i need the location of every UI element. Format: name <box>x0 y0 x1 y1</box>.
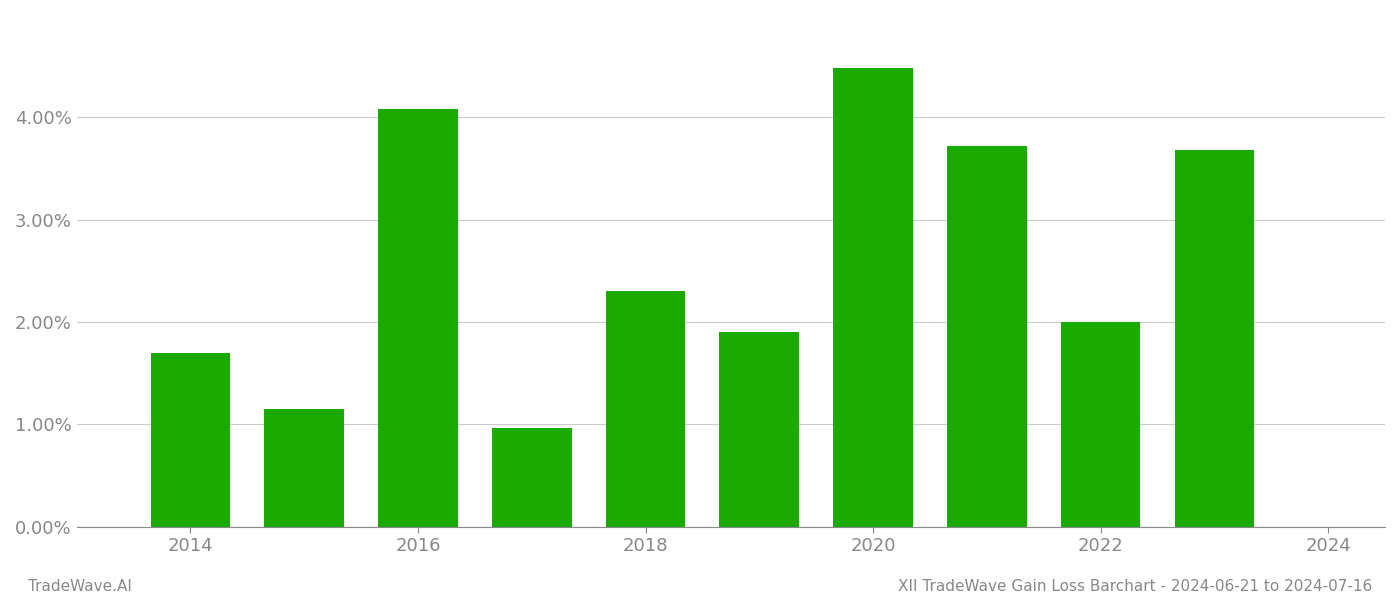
Bar <box>606 291 686 527</box>
Text: XII TradeWave Gain Loss Barchart - 2024-06-21 to 2024-07-16: XII TradeWave Gain Loss Barchart - 2024-… <box>897 579 1372 594</box>
Bar <box>1061 322 1141 527</box>
Bar <box>720 332 799 527</box>
Bar <box>946 146 1026 527</box>
Bar <box>378 109 458 527</box>
Bar <box>265 409 344 527</box>
Bar <box>151 353 231 527</box>
Bar <box>491 428 571 527</box>
Bar <box>1175 150 1254 527</box>
Bar <box>833 68 913 527</box>
Text: TradeWave.AI: TradeWave.AI <box>28 579 132 594</box>
